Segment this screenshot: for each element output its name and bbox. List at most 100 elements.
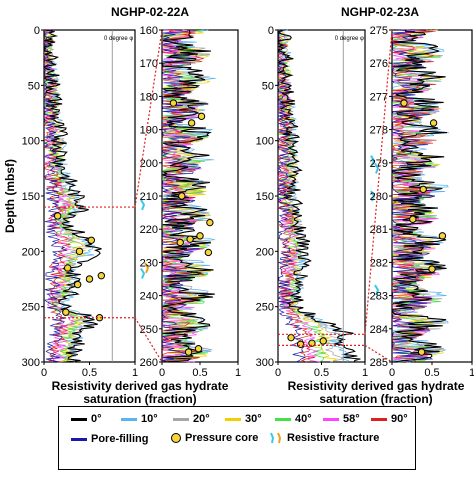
- series-line-0deg-0: [44, 29, 102, 363]
- ytick-label-2-5: 250: [256, 302, 274, 314]
- pressure-core-1-7: [176, 238, 184, 247]
- ytick-label-1-4: 200: [140, 158, 158, 170]
- curve-1-4: [161, 29, 204, 363]
- legend-item-1: 10°: [121, 413, 158, 425]
- legend-label-2: 20°: [193, 413, 210, 425]
- resistive-fracture-2-0: [370, 155, 376, 166]
- legend-label-0: 0°: [91, 413, 102, 425]
- curve-2-6: [277, 29, 307, 363]
- legend-swatch-2: [173, 417, 189, 421]
- xtick-label-3-0: 0: [389, 367, 395, 379]
- ytick-label-2-6: 300: [256, 357, 274, 369]
- ytick-label-3-0: 275: [370, 25, 388, 37]
- xtick-label-2-2: 1: [362, 367, 368, 379]
- legend-swatch-3: [225, 417, 241, 421]
- pressure-core-3-0: [400, 99, 408, 107]
- resistive-fracture-0-0: [140, 199, 146, 211]
- pressure-core-2-3: [296, 340, 305, 348]
- resistive-fracture-2-3: [374, 284, 380, 296]
- legend-item-5: 58°: [323, 413, 360, 425]
- pressure-core-0-1: [87, 236, 96, 244]
- pressure-core-1-1: [197, 112, 206, 121]
- legend-label-4: 40°: [295, 413, 312, 425]
- pressure-core-1-6: [186, 235, 194, 243]
- pressure-core-1-10: [184, 348, 193, 356]
- xtick-label-1-1: 0.5: [192, 367, 207, 379]
- pressure-core-0-6: [73, 280, 82, 289]
- curve-3-6: [391, 29, 436, 363]
- pressure-core-3-2: [419, 185, 427, 194]
- legend-swatch-4: [275, 417, 291, 421]
- xtick-label-1-2: 1: [235, 367, 241, 379]
- resistive-fracture-2-2: [370, 190, 376, 202]
- xtick-label-2-0: 0: [275, 367, 281, 379]
- ytick-label-3-6: 281: [370, 224, 388, 236]
- ytick-label-3-9: 284: [370, 324, 388, 336]
- legend-item-0: 0°: [71, 413, 102, 425]
- ytick-label-1-0: 160: [140, 25, 158, 37]
- y-axis-label: Depth (mbsf): [3, 159, 17, 233]
- pressure-core-0-7: [62, 308, 70, 316]
- ytick-label-1-7: 230: [140, 257, 158, 269]
- annotation-0: 0 degree φ: [104, 36, 133, 42]
- curve-0-6: [43, 29, 67, 363]
- pressure-core-2-2: [308, 339, 316, 347]
- pressure-core-0-5: [85, 275, 94, 283]
- pressure-core-3-4: [438, 232, 447, 240]
- xtick-label-2-1: 0.5: [314, 367, 329, 379]
- legend-item-6: 90°: [371, 413, 408, 425]
- ytick-label-1-3: 190: [140, 125, 158, 137]
- pressure-core-1-9: [194, 345, 203, 353]
- xtick-label-3-2: 1: [469, 367, 474, 379]
- legend-swatch-6: [371, 417, 387, 421]
- ytick-label-3-3: 278: [370, 125, 388, 137]
- legend: 0° 10° 20° 30° 40° 58° 90° Pore-filling …: [58, 406, 416, 470]
- legend-swatch-5: [323, 417, 339, 421]
- legend-label-3: 30°: [245, 413, 262, 425]
- ytick-label-0-3: 150: [22, 191, 40, 203]
- annotation-2: 0 degree φ: [335, 36, 364, 42]
- ytick-label-2-4: 200: [256, 246, 274, 258]
- xtick-label-1-0: 0: [159, 367, 165, 379]
- ytick-label-0-4: 200: [22, 246, 40, 258]
- pressure-core-1-4: [206, 218, 214, 227]
- ytick-label-3-10: 285: [370, 357, 388, 369]
- ytick-label-3-8: 283: [370, 291, 388, 303]
- panel-title-2: NGHP-02-23A: [341, 5, 419, 19]
- x-axis-label-23a-line2: saturation (fraction): [319, 392, 432, 406]
- legend-item-4: 40°: [275, 413, 312, 425]
- ytick-label-1-6: 220: [140, 224, 158, 236]
- curve-1-6: [161, 29, 204, 363]
- xtick-label-0-0: 0: [41, 367, 47, 379]
- legend-swatch-7: [71, 437, 87, 441]
- ytick-label-3-7: 282: [370, 257, 388, 269]
- ytick-label-1-9: 250: [140, 324, 158, 336]
- zoom-connector-22a-bottom-link: [134, 317, 163, 363]
- legend-item-8: Pressure core: [171, 432, 258, 444]
- xtick-label-0-2: 1: [132, 367, 138, 379]
- resistive-fracture-0-2: [140, 267, 146, 279]
- pressure-core-2-1: [319, 337, 327, 345]
- ytick-label-1-10: 260: [140, 357, 158, 369]
- ytick-label-2-3: 150: [256, 191, 274, 203]
- pressure-core-1-5: [196, 232, 204, 240]
- pressure-core-0-3: [63, 264, 72, 272]
- pressure-core-1-8: [204, 248, 213, 257]
- ytick-label-2-1: 50: [262, 80, 274, 92]
- legend-item-2: 20°: [173, 413, 210, 425]
- x-axis-label-22a-line2: saturation (fraction): [83, 392, 196, 406]
- ytick-label-2-0: 0: [268, 25, 274, 37]
- ytick-label-3-1: 276: [370, 58, 388, 70]
- legend-item-3: 30°: [225, 413, 262, 425]
- x-axis-label-22a-line1: Resistivity derived gas hydrate: [52, 379, 229, 393]
- pressure-core-2-0: [287, 333, 295, 342]
- pressure-core-1-2: [187, 119, 196, 127]
- x-axis-label-23a-line1: Resistivity derived gas hydrate: [288, 379, 465, 393]
- panel-title-0: NGHP-02-22A: [111, 5, 189, 19]
- series-line-0deg-2: [276, 29, 361, 363]
- legend-label-8: Pressure core: [185, 432, 259, 444]
- resistive-fracture-2-1: [374, 162, 380, 174]
- ytick-label-3-2: 277: [370, 91, 388, 103]
